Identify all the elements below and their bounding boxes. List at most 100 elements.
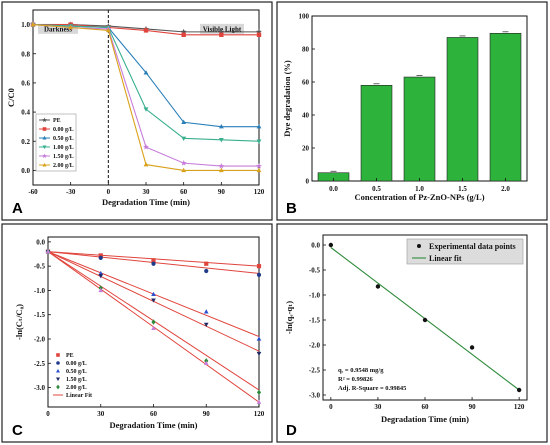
- c-x-axis-label: Degradation Time (min): [110, 420, 198, 430]
- b-bar-3: [446, 37, 479, 182]
- a-point-5-5: [218, 167, 224, 173]
- b-bar-1: [360, 85, 393, 182]
- a-legend-marker-3: [42, 145, 47, 150]
- a-point-4-5: [218, 162, 225, 169]
- a-visible-light-label-bg: [199, 23, 244, 34]
- a-point-0-5: [218, 28, 225, 35]
- c-point-0-4: [256, 264, 262, 269]
- d-legend-label-0: Experimental data points: [429, 242, 516, 251]
- a-point-1-6: [256, 32, 262, 37]
- a-point-1-3: [143, 28, 149, 33]
- b-xtick-label-2: 1.0: [415, 185, 424, 193]
- a-y-axis-label: C/C0: [6, 88, 16, 107]
- d-ytick-label-2: -1.0: [309, 292, 321, 300]
- d-y-axis-label: -ln(qₑ-qₜ): [284, 301, 294, 334]
- b-bar-2: [403, 76, 436, 182]
- c-point-2-4: [256, 336, 262, 341]
- a-ytick-label-1: 0.2: [21, 138, 30, 146]
- b-xtick-label-1: 0.5: [372, 185, 381, 193]
- c-xtick-label-3: 90: [203, 410, 211, 418]
- a-point-4-4: [180, 160, 187, 166]
- c-ytick-label-2: -1.0: [34, 287, 46, 295]
- a-xtick-label-0: -60: [28, 188, 38, 196]
- d-xtick-label-0: 0: [329, 403, 333, 411]
- b-x-axis-label: Concentration of Pz-ZnO-NPs (g/L): [354, 192, 484, 202]
- a-ytick-label-4: 0.8: [21, 50, 30, 58]
- c-point-1-1: [98, 255, 103, 260]
- c-point-5-1: [98, 287, 104, 293]
- c-xtick-label-4: 120: [254, 410, 265, 418]
- d-ytick-label-4: -2.0: [309, 342, 321, 350]
- a-xtick-label-3: 30: [143, 188, 151, 196]
- c-point-3-4: [256, 351, 262, 357]
- b-ytick-label-1: 20: [302, 145, 310, 153]
- d-xtick-label-3: 90: [469, 403, 477, 411]
- a-point-4-3: [143, 144, 149, 150]
- a-point-5-4: [181, 167, 187, 173]
- c-ytick-label-6: -3.0: [34, 384, 46, 392]
- chart-panel-a: -60 -30 0 30 60 90 120 0.0 0.2 0.4 0.6 0.8 1.0 Degrad…: [6, 9, 265, 207]
- a-ytick-label-3: 0.6: [21, 79, 30, 87]
- a-legend-label-4: 1.50 g/L: [53, 154, 74, 160]
- c-legend-marker-0: [56, 353, 60, 357]
- c-legend-label-1: 0.00 g/L: [66, 361, 87, 367]
- c-point-0-2: [151, 258, 156, 263]
- d-point-1: [375, 284, 381, 289]
- b-ytick-label-4: 80: [302, 46, 310, 54]
- c-legend-label-0: PE: [66, 353, 74, 359]
- a-point-1-4: [181, 32, 186, 37]
- a-point-2-4: [181, 119, 187, 125]
- c-ytick-label-4: -2.0: [34, 336, 46, 344]
- a-point-0-6: [256, 28, 262, 35]
- a-xtick-label-4: 60: [180, 188, 188, 196]
- c-ytick-label-1: -0.5: [34, 263, 46, 271]
- a-visible-light-label: Visible Light: [203, 25, 242, 33]
- c-ytick-label-5: -2.5: [34, 360, 46, 368]
- a-legend-marker-2: [42, 135, 47, 140]
- c-point-5-3: [203, 360, 209, 365]
- d-point-3: [469, 345, 475, 350]
- d-ytick-label-5: -2.5: [309, 367, 321, 375]
- a-point-5-1: [68, 24, 74, 30]
- d-annotation-1: R² = 0.99826: [338, 376, 373, 383]
- c-legend-label-3: 1.50 g/L: [66, 377, 87, 383]
- panel-letter-a: A: [12, 200, 23, 217]
- c-legend-marker-1: [56, 361, 60, 365]
- c-point-2-3: [203, 309, 209, 314]
- a-point-0-4: [180, 28, 187, 35]
- d-ytick-label-1: -0.5: [309, 267, 321, 275]
- panel-letter-c: C: [12, 422, 23, 439]
- panel-c-frame: [1, 223, 273, 443]
- c-point-5-2: [151, 325, 156, 330]
- chart-panel-c: 0 30 60 90 120 0.0 -0.5 -1.0 -1.5 -2.0 -2.5 -3.0 Deg…: [14, 236, 265, 430]
- a-legend-marker-4: [42, 153, 47, 159]
- d-ytick-label-0: 0.0: [311, 242, 320, 250]
- c-point-4-4: [256, 389, 262, 396]
- c-point-2-2: [151, 291, 156, 296]
- c-point-4-2: [151, 319, 156, 325]
- c-ytick-label-3: -1.5: [34, 311, 46, 319]
- b-ytick-label-3: 60: [302, 79, 310, 87]
- a-point-2-5: [218, 124, 224, 129]
- d-point-4: [516, 387, 522, 393]
- b-y-axis-label: Dye degradation (%): [282, 60, 292, 137]
- c-point-1-4: [256, 272, 262, 277]
- a-point-3-4: [181, 136, 187, 141]
- d-x-axis-label: Degradation Time (min): [381, 414, 469, 424]
- c-xtick-label-2: 60: [150, 410, 158, 418]
- d-annotation-2: Adj. R-Square = 0.99845: [338, 385, 407, 392]
- c-point-3-3: [203, 322, 209, 327]
- a-point-2-3: [143, 70, 149, 75]
- b-xtick-label-4: 2.0: [501, 185, 510, 193]
- c-point-3-1: [98, 274, 104, 279]
- a-point-4-6: [256, 162, 262, 169]
- a-point-5-3: [143, 161, 149, 167]
- chart-panel-b: 0 20 40 60 80 100 Concentration of Pz-ZnO-NPs …: [282, 13, 528, 202]
- c-point-1-2: [151, 261, 156, 266]
- c-legend-marker-4: [56, 384, 60, 390]
- c-legend-label-2: 0.50 g/L: [66, 369, 87, 375]
- b-ytick-label-2: 40: [302, 112, 310, 120]
- a-legend-label-5: 2.00 g/L: [53, 163, 74, 169]
- d-xtick-label-2: 60: [422, 403, 430, 411]
